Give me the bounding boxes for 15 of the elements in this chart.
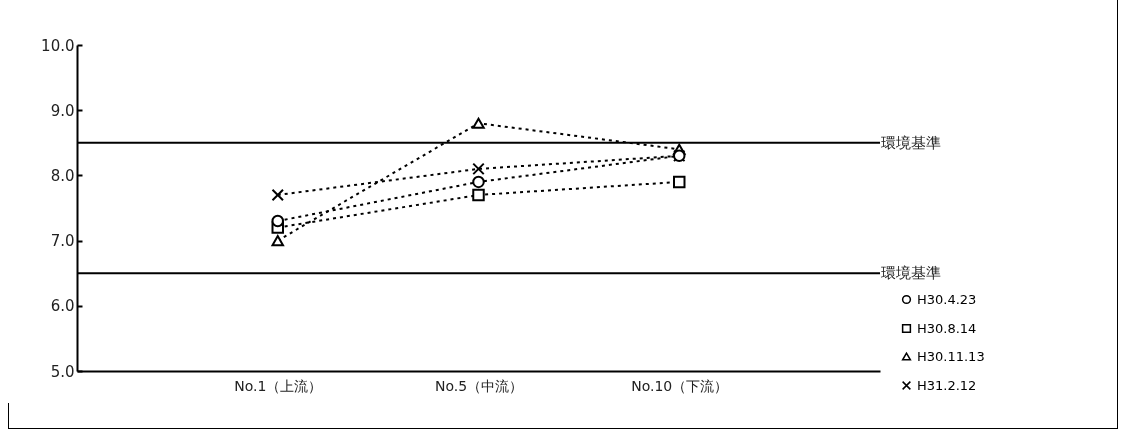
x-tick-label: No.10（下流） <box>631 377 729 394</box>
x-tick-label: No.5（中流） <box>434 377 524 394</box>
legend-label: H30.8.14 <box>917 320 977 336</box>
legend-label: H30.11.13 <box>917 348 985 364</box>
x-tick-label: No.1（上流） <box>234 377 323 394</box>
y-tick-label: 10.0 <box>41 36 75 55</box>
ref-line-label: 環境基準 <box>881 264 941 283</box>
legend-label: H31.2.12 <box>917 377 977 393</box>
legend-label: H30.4.23 <box>917 291 977 307</box>
y-tick-label: 7.0 <box>50 232 75 251</box>
y-tick-label: 6.0 <box>50 297 75 316</box>
ref-line-label: 環境基準 <box>881 133 941 152</box>
y-tick-label: 8.0 <box>50 166 75 185</box>
y-tick-label: 9.0 <box>50 101 75 120</box>
y-tick-label: 5.0 <box>50 362 75 381</box>
